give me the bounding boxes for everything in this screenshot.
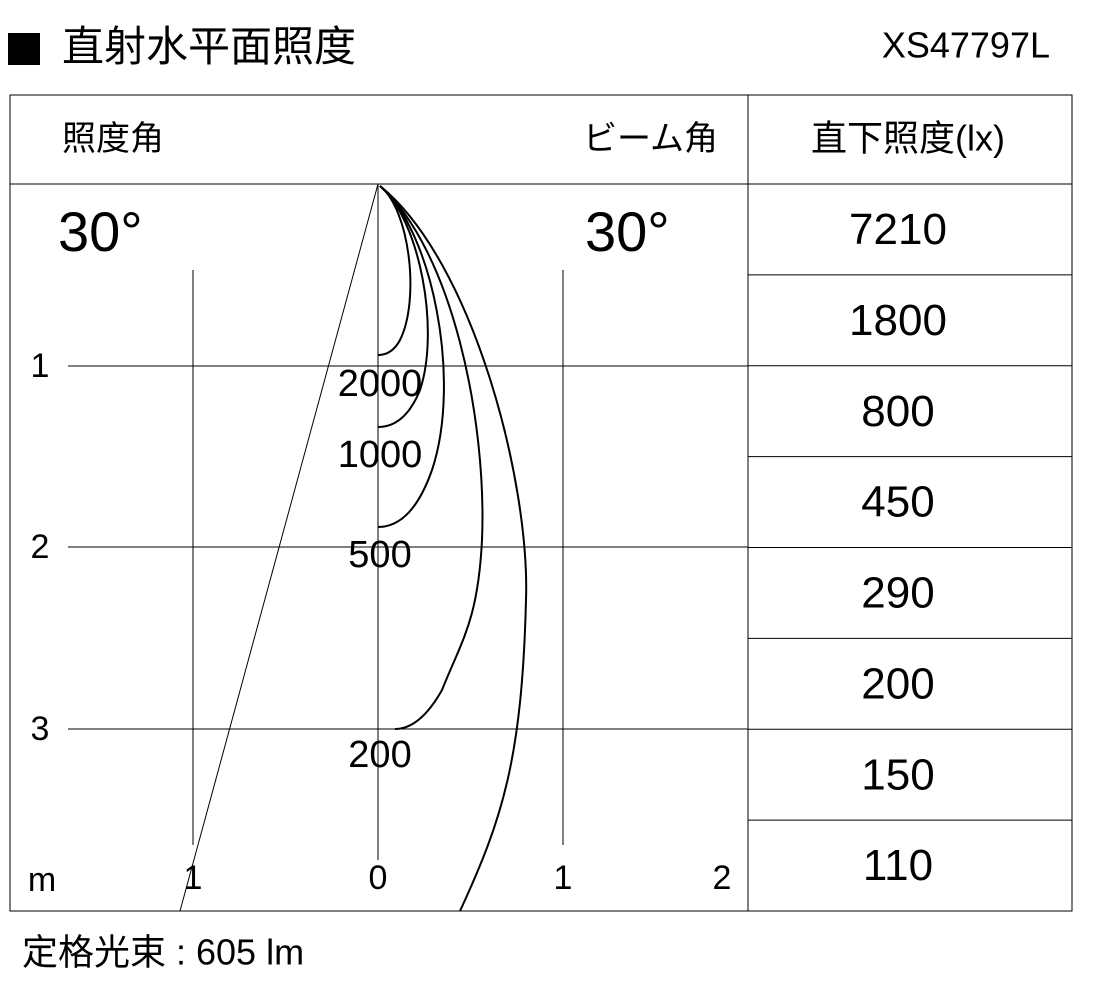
table-lines <box>748 274 1072 821</box>
col-header: ビーム角 <box>583 120 718 158</box>
depth-label: 1 <box>31 347 50 385</box>
depth-label: 2 <box>31 528 50 566</box>
title-bullet <box>8 33 40 65</box>
col-header: 直下照度(lx) <box>811 118 1005 159</box>
angle: 30° <box>58 200 143 263</box>
illuminance-value: 450 <box>861 478 934 527</box>
title: 直射水平面照度 <box>62 23 356 70</box>
contour <box>377 185 445 528</box>
width-label: 2 <box>713 859 732 897</box>
contour <box>379 185 528 912</box>
contour <box>379 185 484 730</box>
illuminance-value: 7210 <box>849 205 947 254</box>
angle: 30° <box>585 200 670 263</box>
illuminance-value: 1800 <box>849 296 947 345</box>
frame <box>9 94 1073 912</box>
depth-label: 3 <box>31 710 50 748</box>
model: XS47797L <box>882 25 1050 66</box>
beam-line <box>179 183 379 912</box>
contour-label: 2000 <box>338 363 423 405</box>
contour-label: 200 <box>348 734 411 776</box>
contour <box>377 185 412 356</box>
illuminance-value: 150 <box>861 750 934 799</box>
footer: 定格光束 : 605 lm <box>22 932 304 973</box>
illuminance-value: 800 <box>861 387 934 436</box>
col-header: 照度角 <box>62 120 164 158</box>
contour <box>377 185 429 428</box>
contour-label: 500 <box>348 534 411 576</box>
illuminance-value: 200 <box>861 659 934 708</box>
width-label: 1 <box>184 859 203 897</box>
unit-label: m <box>28 861 56 899</box>
illuminance-value: 110 <box>863 841 933 890</box>
contour-label: 1000 <box>338 434 423 476</box>
width-label: 1 <box>554 859 573 897</box>
illuminance-value: 290 <box>861 569 934 618</box>
width-label: 0 <box>369 859 388 897</box>
illuminance-table: 7210 1800 800 450 290 200 150 110 <box>849 205 947 890</box>
